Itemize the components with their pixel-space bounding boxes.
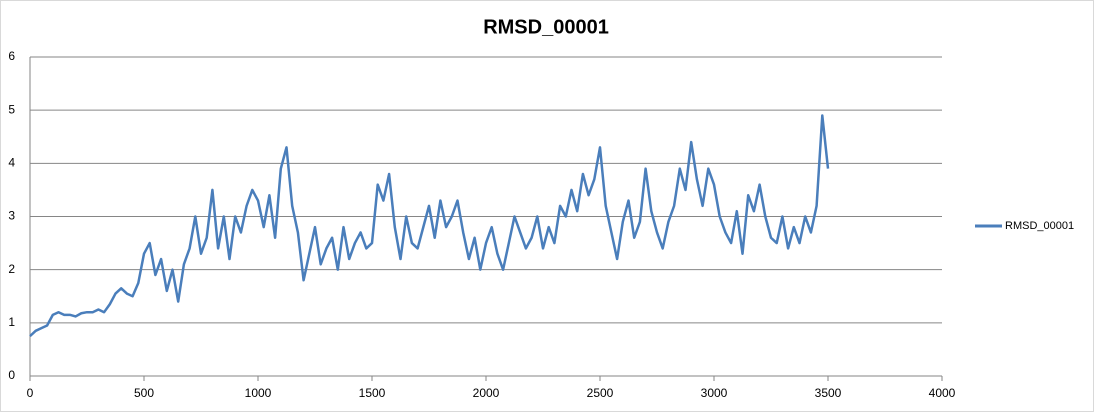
x-tick-label: 2000: [473, 386, 500, 400]
chart-title: RMSD_00001: [483, 16, 609, 38]
data-line: [29, 114, 830, 338]
y-tick-label: 6: [8, 49, 15, 63]
y-tick-label: 3: [8, 209, 15, 223]
x-tick-label: 1500: [359, 386, 386, 400]
y-tick-label: 5: [8, 102, 15, 116]
legend-label: RMSD_00001: [1005, 220, 1074, 232]
x-tick-label: 4000: [929, 386, 956, 400]
x-tick-label: 2500: [587, 386, 614, 400]
y-tick-label: 4: [8, 156, 15, 170]
x-tick-label: 500: [134, 386, 154, 400]
x-tick-label: 1000: [245, 386, 272, 400]
x-tick-label: 3500: [815, 386, 842, 400]
y-tick-label: 2: [8, 262, 15, 276]
y-tick-label: 0: [8, 368, 15, 382]
x-tick-label: 0: [27, 386, 34, 400]
y-tick-label: 1: [8, 315, 15, 329]
x-tick-label: 3000: [701, 386, 728, 400]
